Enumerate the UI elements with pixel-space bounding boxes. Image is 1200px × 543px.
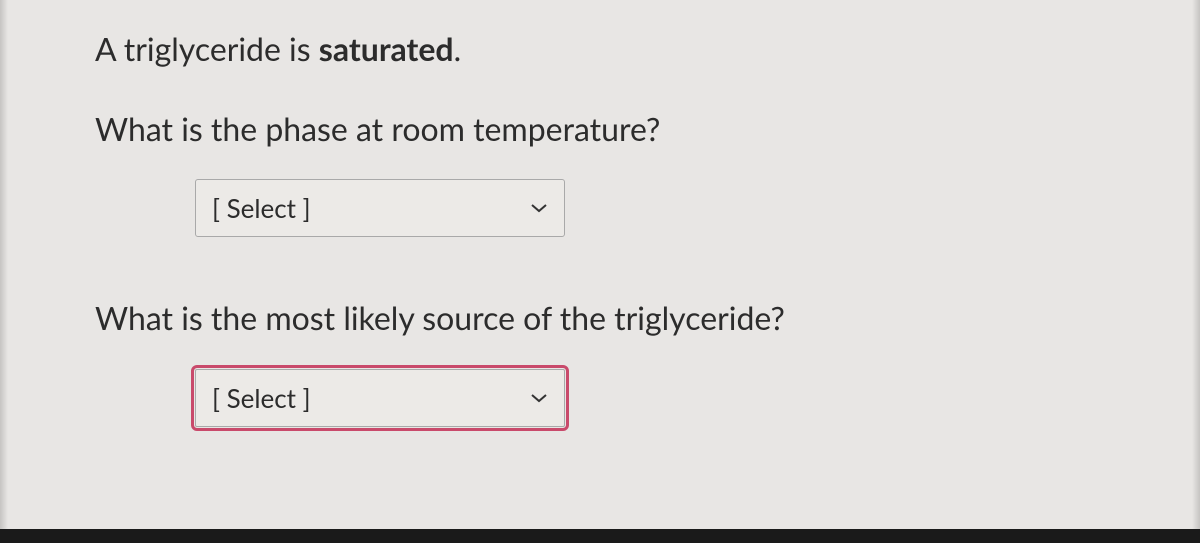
chevron-down-icon [530, 202, 548, 214]
frame-edge-right [1192, 0, 1200, 543]
frame-edge-bottom [0, 529, 1200, 543]
statement-suffix: . [454, 29, 462, 68]
statement-bold: saturated [319, 29, 454, 68]
question-content: A triglyceride is saturated. What is the… [0, 0, 1200, 427]
statement-text: A triglyceride is saturated. [95, 28, 1105, 70]
select-1-wrap: [ Select ] [195, 179, 1105, 237]
chevron-down-icon [530, 392, 548, 404]
frame-edge-left [0, 0, 8, 543]
question-2-text: What is the most likely source of the tr… [95, 297, 1105, 339]
phase-select[interactable]: [ Select ] [195, 179, 565, 237]
source-select-placeholder: [ Select ] [212, 382, 311, 414]
select-2-wrap: [ Select ] [195, 369, 1105, 427]
source-select[interactable]: [ Select ] [195, 369, 565, 427]
question-1-text: What is the phase at room temperature? [95, 108, 1105, 150]
statement-prefix: A triglyceride is [95, 29, 319, 68]
phase-select-placeholder: [ Select ] [212, 192, 311, 224]
